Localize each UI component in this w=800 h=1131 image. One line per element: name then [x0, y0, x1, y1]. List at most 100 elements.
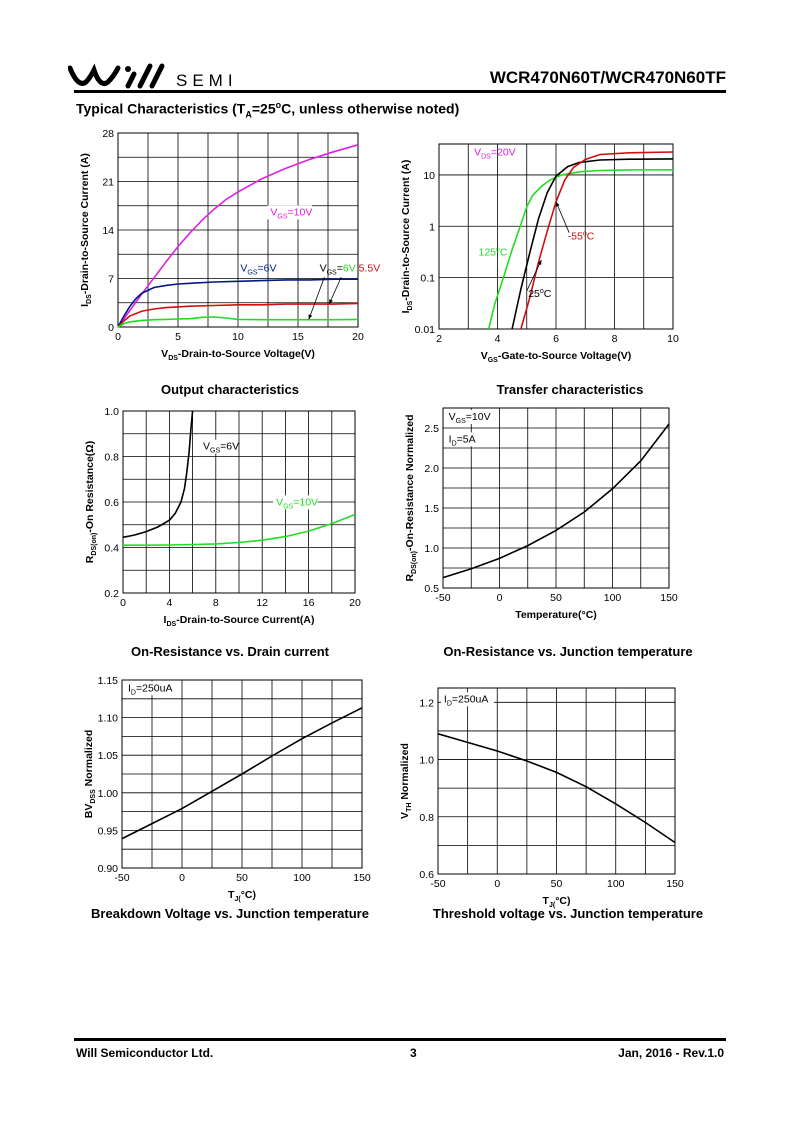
y-axis-title: IDS-Drain-to-Source Current (A): [79, 153, 93, 307]
series-annotation-sub: D: [131, 689, 136, 696]
series-annotation: 25oC: [528, 288, 552, 300]
annotation-arrow: [526, 259, 542, 292]
x-tick-label: 100: [607, 878, 625, 890]
y-tick-label: 1.00: [98, 788, 119, 800]
series-annotation-rest: =250uA: [136, 682, 173, 694]
x-axis-title: IDS-Drain-to-Source Current(A): [164, 614, 315, 628]
y-axis-title-main: I: [400, 310, 412, 313]
series-annotation-sub: GS: [456, 418, 466, 425]
annotation-arrowhead: [329, 299, 333, 305]
x-tick-label: 4: [166, 597, 172, 609]
x-axis-title-main: I: [164, 614, 167, 626]
y-tick-label: 0.2: [104, 588, 119, 600]
annotation-arrow: [328, 276, 342, 305]
x-axis-title-main: T: [543, 895, 550, 907]
x-axis-title: TJ(°C): [543, 895, 571, 909]
series-annotation-main: 25: [528, 288, 540, 300]
plot-frame: [121, 679, 363, 869]
x-axis-title-main: T: [228, 889, 235, 901]
series-annotation: VGS=6V: [203, 441, 239, 455]
x-tick-label: -50: [435, 592, 450, 604]
series-annotation: VGS=6V 5.5V: [320, 263, 381, 277]
x-axis-title-rest: -Drain-to-Source Current(A): [176, 614, 314, 626]
x-tick-label: -50: [114, 872, 129, 884]
footer-date-revision: Jan, 2016 - Rev.1.0: [618, 1046, 724, 1060]
logo-bar-1: [125, 71, 137, 89]
label-background: [445, 410, 491, 424]
series-annotation-main: I: [128, 682, 131, 694]
y-axis-title: BVDSS Normalized: [83, 730, 97, 819]
y-axis-title-rest: -On-Resistance Normalized: [404, 414, 416, 551]
y-axis-title: IDS-Drain-to-Source Current (A): [400, 160, 414, 314]
series-annotation-main: V: [203, 441, 210, 453]
section-title: Typical Characteristics (TA=25oC, unless…: [76, 100, 459, 119]
x-tick-label: 0: [179, 872, 185, 884]
label-background: [273, 495, 318, 510]
series-annotation-rest: =6V: [220, 441, 239, 453]
logo-dot: [125, 66, 131, 72]
x-tick-label: 0: [497, 592, 503, 604]
x-axis-title-sub: DS: [168, 355, 178, 362]
series-line: [511, 158, 674, 330]
series-annotation: VGS=10V: [449, 411, 491, 425]
x-tick-label: 10: [232, 331, 244, 343]
y-tick-label: 1.0: [419, 755, 434, 767]
series-line: [487, 169, 674, 330]
series-annotation-rest: C: [587, 231, 595, 243]
series-annotation-extra: 5.5V: [359, 263, 381, 275]
footer-page-number: 3: [410, 1046, 417, 1060]
series-annotation-rest: =20V: [491, 146, 516, 158]
series-line: [442, 423, 670, 579]
y-axis-title-rest: -Drain-to-Source Current (A): [79, 153, 91, 294]
series-line: [122, 410, 194, 539]
series-annotation-rest: =10V: [288, 206, 313, 218]
x-tick-label: 20: [349, 597, 361, 609]
x-tick-label: 50: [236, 872, 248, 884]
plot-frame: [437, 687, 676, 875]
series-annotation-rest: =10V: [293, 496, 318, 508]
y-tick-label: 1.15: [98, 675, 119, 687]
series-annotation-sup: o: [540, 288, 544, 295]
series-annotation-rest: =6V: [258, 263, 277, 275]
y-tick-label: 2.5: [424, 423, 439, 435]
y-axis-title: VTH Normalized: [399, 743, 413, 819]
series-annotation: 125oC: [478, 246, 507, 258]
y-axis-title-main: V: [399, 812, 411, 819]
x-tick-label: 0: [115, 331, 121, 343]
series-annotation-sub: GS: [283, 503, 293, 510]
y-axis-title-sub: DS: [407, 300, 414, 310]
y-tick-label: 0.95: [98, 825, 119, 837]
x-axis-title-rest: -Drain-to-Source Voltage(V): [178, 348, 315, 360]
y-tick-label: 10: [423, 170, 435, 182]
series-annotation: ID=5A: [449, 433, 476, 447]
series-annotation: VGS=10V: [276, 496, 318, 510]
x-axis-title-sub: DS: [166, 621, 176, 628]
y-axis-title-sub: DS(on): [91, 533, 98, 556]
series-annotation-sub: GS: [327, 270, 337, 277]
y-tick-label: 0.8: [419, 812, 434, 824]
y-tick-label: 1.05: [98, 750, 119, 762]
x-axis-title-rest: -Gate-to-Source Voltage(V): [498, 350, 631, 362]
y-tick-label: 1.0: [424, 543, 439, 555]
y-axis-title-rest: Normalized: [83, 730, 95, 790]
series-annotation-main: V: [240, 263, 247, 275]
series-annotation-sup: o: [496, 246, 500, 253]
x-tick-label: 0: [120, 597, 126, 609]
x-axis-title: Temperature(°C): [515, 609, 597, 621]
output-characteristics-caption: Output characteristics: [161, 382, 299, 397]
y-tick-label: 28: [102, 128, 114, 140]
y-axis-title-main: R: [84, 555, 96, 563]
x-tick-label: 8: [213, 597, 219, 609]
label-background: [125, 681, 179, 696]
x-tick-label: 0: [494, 878, 500, 890]
x-axis-title-main: V: [481, 350, 488, 362]
x-axis-title-sub: J(: [549, 902, 556, 909]
threshold-voltage-vs-temperature-caption: Threshold voltage vs. Junction temperatu…: [432, 906, 704, 921]
x-tick-label: 16: [303, 597, 315, 609]
y-tick-label: 2.0: [424, 463, 439, 475]
series-line: [117, 316, 359, 328]
x-axis-title-rest: °C): [241, 889, 256, 901]
series-annotation-sub: GS: [247, 270, 257, 277]
x-tick-label: 20: [352, 331, 364, 343]
